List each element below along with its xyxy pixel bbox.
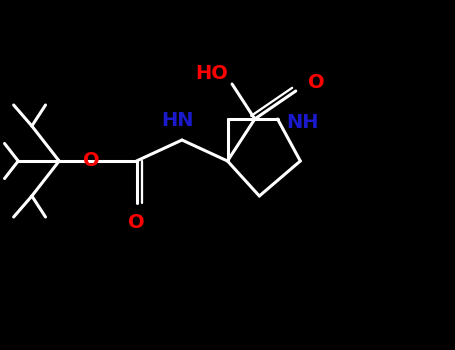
Text: O: O bbox=[128, 213, 145, 232]
Text: O: O bbox=[308, 73, 324, 92]
Text: O: O bbox=[83, 152, 99, 170]
Text: HO: HO bbox=[195, 64, 228, 83]
Text: HN: HN bbox=[161, 111, 194, 130]
Text: NH: NH bbox=[286, 113, 319, 132]
